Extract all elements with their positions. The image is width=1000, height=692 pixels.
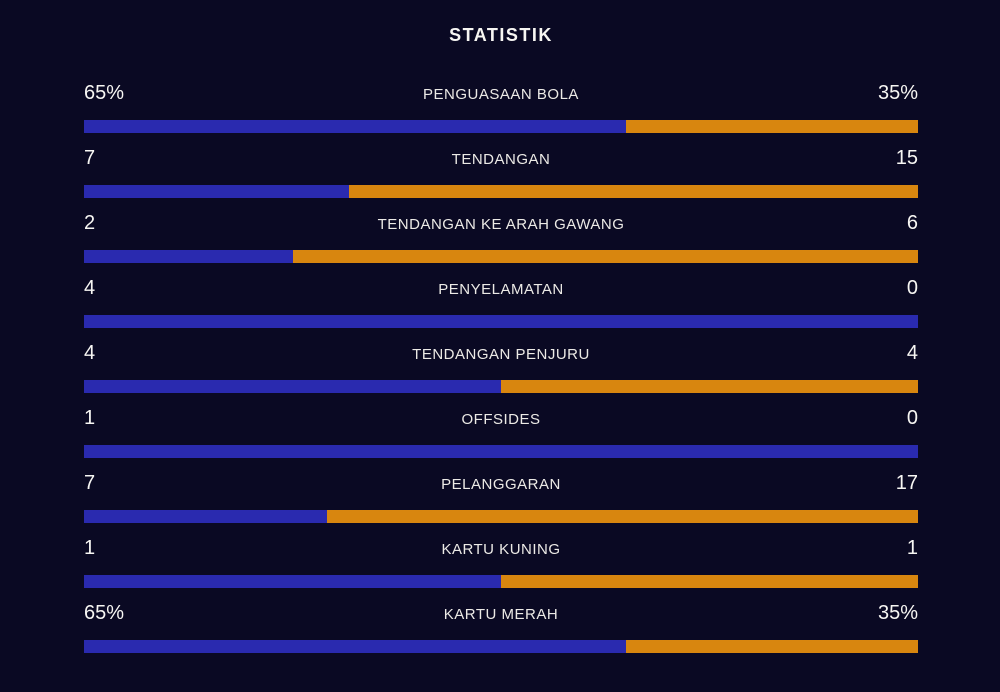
away-bar-fill [626,640,918,653]
stat-label: TENDANGAN KE ARAH GAWANG [377,216,625,233]
away-bar-fill [327,510,918,523]
stat-bar [84,380,918,393]
stat-bar [84,445,918,458]
stat-bar [84,250,918,263]
stat-label: TENDANGAN PENJURU [412,346,590,363]
stat-label: KARTU MERAH [443,606,559,623]
stat-line: 1 KARTU KUNING 1 [84,536,918,562]
stat-bar [84,575,918,588]
home-bar-fill [84,445,918,458]
home-value: 4 [84,342,96,364]
home-bar-fill [84,250,293,263]
away-value: 4 [906,342,918,364]
away-value: 35% [877,602,918,624]
stat-line: 65% KARTU MERAH 35% [84,601,918,627]
home-value: 65% [84,82,125,104]
stat-row: 65% KARTU MERAH 35% [84,601,918,653]
stat-line: 1 OFFSIDES 0 [84,406,918,432]
stat-bar [84,510,918,523]
stat-bar [84,185,918,198]
home-bar-fill [84,315,918,328]
stat-line: 4 PENYELAMATAN 0 [84,276,918,302]
stat-label: OFFSIDES [461,411,541,428]
away-value: 17 [895,472,918,494]
stat-label: TENDANGAN [451,151,551,168]
home-value: 1 [84,407,96,429]
home-value: 7 [84,472,96,494]
away-bar-fill [292,250,918,263]
stat-bar [84,120,918,133]
stat-row: 7 PELANGGARAN 17 [84,471,918,523]
away-value: 1 [906,537,918,559]
stat-row: 65% PENGUASAAN BOLA 35% [84,81,918,133]
away-bar-fill [501,575,918,588]
away-value: 35% [877,82,918,104]
stat-line: 7 PELANGGARAN 17 [84,471,918,497]
away-value: 0 [906,407,918,429]
away-value: 15 [895,147,918,169]
home-value: 1 [84,537,96,559]
home-bar-fill [84,120,627,133]
stat-line: 65% PENGUASAAN BOLA 35% [84,81,918,107]
stat-label: PENYELAMATAN [438,281,564,298]
home-bar-fill [84,510,328,523]
home-value: 2 [84,212,96,234]
away-value: 6 [906,212,918,234]
stat-line: 7 TENDANGAN 15 [84,146,918,172]
page-title: STATISTIK [449,25,553,45]
home-bar-fill [84,380,501,393]
stat-row: 1 OFFSIDES 0 [84,406,918,458]
home-bar-fill [84,575,501,588]
home-bar-fill [84,185,350,198]
stat-bar [84,315,918,328]
home-value: 7 [84,147,96,169]
stat-label: PELANGGARAN [441,476,561,493]
away-bar-fill [349,185,918,198]
stat-row: 4 TENDANGAN PENJURU 4 [84,341,918,393]
stat-row: 1 KARTU KUNING 1 [84,536,918,588]
stat-row: 4 PENYELAMATAN 0 [84,276,918,328]
home-value: 65% [84,602,125,624]
stat-label: PENGUASAAN BOLA [423,86,579,103]
stat-row: 7 TENDANGAN 15 [84,146,918,198]
stat-bar [84,640,918,653]
stat-line: 2 TENDANGAN KE ARAH GAWANG 6 [84,211,918,237]
away-value: 0 [906,277,918,299]
away-bar-fill [626,120,918,133]
stat-line: 4 TENDANGAN PENJURU 4 [84,341,918,367]
statistics-panel: STATISTIK 65% PENGUASAAN BOLA 35% 7 TEND… [84,25,918,653]
home-bar-fill [84,640,627,653]
away-bar-fill [501,380,918,393]
home-value: 4 [84,277,96,299]
stat-label: KARTU KUNING [441,541,561,558]
stat-row: 2 TENDANGAN KE ARAH GAWANG 6 [84,211,918,263]
